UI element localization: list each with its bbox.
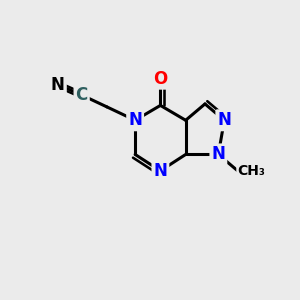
Text: N: N xyxy=(51,76,65,94)
Text: O: O xyxy=(153,70,167,88)
Text: N: N xyxy=(212,146,225,164)
Text: N: N xyxy=(128,111,142,129)
Text: C: C xyxy=(76,86,88,104)
Text: CH₃: CH₃ xyxy=(238,164,266,178)
Text: N: N xyxy=(218,111,231,129)
Text: N: N xyxy=(154,162,167,180)
